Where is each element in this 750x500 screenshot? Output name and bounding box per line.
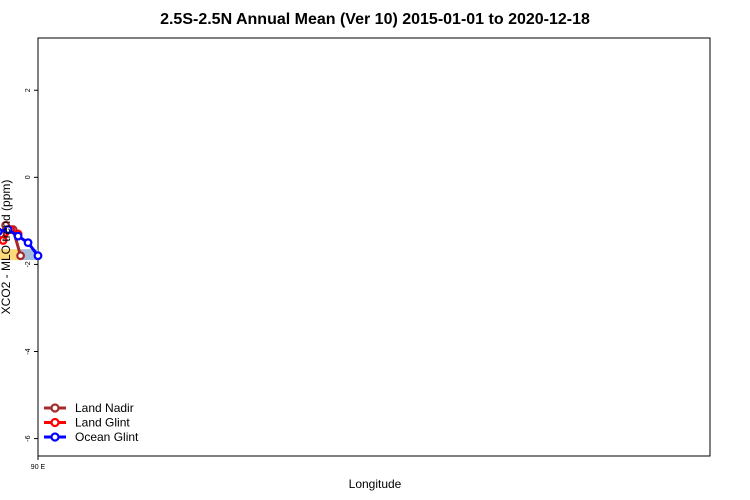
series-layer <box>0 220 43 261</box>
legend-marker-1 <box>50 417 60 428</box>
legend-label-2: Ocean Glint <box>75 430 139 444</box>
y-tick-label-4: -6 <box>25 435 32 441</box>
chart-title: 2.5S-2.5N Annual Mean (Ver 10) 2015-01-0… <box>160 11 590 28</box>
background-bands <box>0 249 38 261</box>
plot-frame <box>37 37 711 457</box>
series-2-point-0-3 <box>3 225 13 234</box>
land-band-1 <box>0 249 21 261</box>
series-2-point-0-1 <box>23 238 33 248</box>
y-axis-label: XCO2 - MLO trend (ppm) <box>0 180 13 315</box>
series-2-point-0-0 <box>33 251 43 261</box>
legend-marker-2 <box>50 432 60 442</box>
y-tick-label-2: -2 <box>25 261 32 267</box>
legend-label-1: Land Glint <box>75 416 130 430</box>
x-axis-label: Longitude <box>349 477 402 491</box>
x-tick-label-0: 90 E <box>31 464 46 471</box>
series-1-point-0-2 <box>0 236 8 245</box>
series-2-point-0-2 <box>13 231 23 241</box>
legend-label-0: Land Nadir <box>75 401 134 415</box>
y-tick-label-1: 0 <box>25 175 32 179</box>
series-0-point-0-0 <box>16 251 25 261</box>
axes: 90 E18090 W090 E18020-2-4-6 <box>25 88 46 471</box>
series-2 <box>0 225 43 261</box>
legend-marker-0 <box>50 403 60 413</box>
series-2-point-0-4 <box>0 227 3 236</box>
ocean-band-0 <box>20 249 38 261</box>
y-tick-label-0: 2 <box>25 88 32 92</box>
y-tick-label-3: -4 <box>25 348 32 354</box>
